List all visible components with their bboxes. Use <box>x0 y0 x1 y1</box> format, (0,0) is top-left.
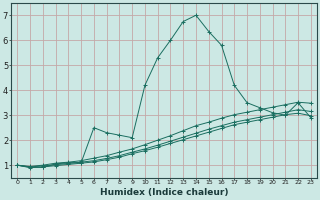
X-axis label: Humidex (Indice chaleur): Humidex (Indice chaleur) <box>100 188 228 197</box>
